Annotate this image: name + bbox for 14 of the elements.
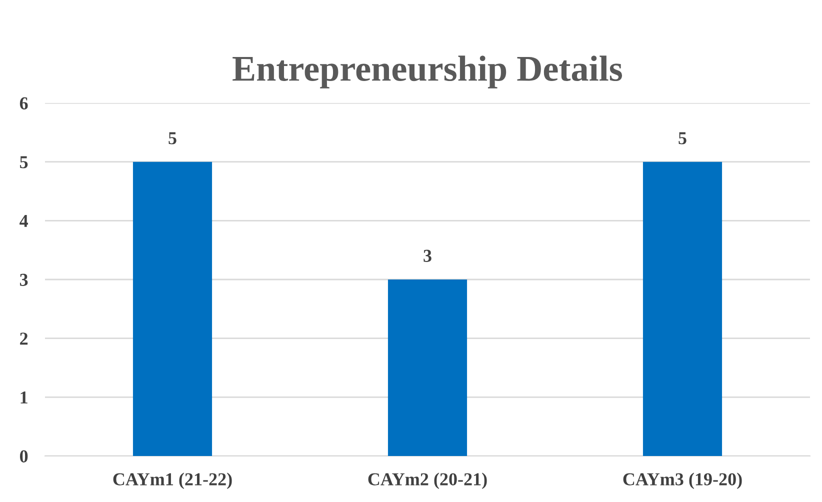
y-tick-label: 3 — [20, 274, 28, 286]
y-tick-label: 6 — [20, 97, 28, 110]
data-label: 5 — [168, 132, 176, 144]
y-tick-label: 0 — [20, 450, 28, 462]
y-tick-label: 4 — [20, 215, 28, 227]
data-label: 5 — [678, 132, 686, 144]
x-tick-label: CAYm3 (19-20) — [623, 472, 742, 490]
data-label: 3 — [424, 250, 432, 262]
y-tick-label: 2 — [20, 332, 28, 345]
x-tick-label: CAYm2 (20-21) — [368, 472, 487, 490]
chart-title: Entrepreneurship Details — [232, 56, 622, 88]
y-tick-label: 1 — [20, 392, 28, 404]
x-tick-label: CAYm1 (21-22) — [113, 472, 232, 490]
y-tick-label: 5 — [20, 156, 28, 168]
